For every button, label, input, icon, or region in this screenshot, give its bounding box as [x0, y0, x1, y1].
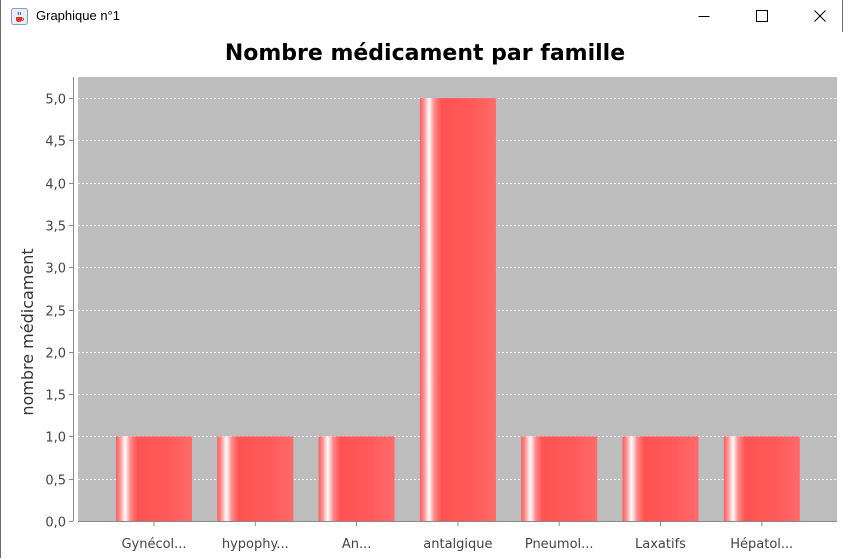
y-axis-ticks: 0,0 0,5 1,0 1,5 2,0 2,5 3,0 3,5 4,0 4,5 5,0: [45, 93, 73, 531]
bars: [116, 98, 800, 521]
y-tick-label: 3,0: [45, 262, 66, 277]
chart-panel: Nombre médicament par famille nombre méd…: [1, 32, 843, 558]
x-tick-label: Laxatifs: [635, 537, 686, 552]
bar: [723, 436, 800, 521]
y-tick-label: 3,5: [45, 220, 66, 235]
minimize-icon: [698, 16, 710, 17]
bar: [521, 436, 598, 521]
y-tick-label: 4,0: [45, 178, 66, 193]
y-tick-label: 0,5: [45, 474, 66, 489]
close-icon: [814, 10, 826, 22]
y-tick-label: 2,5: [45, 305, 66, 320]
y-tick-label: 1,5: [45, 389, 66, 404]
bar-chart: Nombre médicament par famille nombre méd…: [18, 41, 837, 552]
x-tick-label: Pneumol...: [525, 537, 594, 552]
title-bar[interactable]: Graphique n°1: [1, 0, 842, 32]
y-axis-label: nombre médicament: [18, 248, 37, 415]
java-coffee-cup-icon: [11, 8, 28, 25]
chart-title: Nombre médicament par famille: [225, 41, 625, 66]
x-tick-label: hypophy...: [222, 537, 289, 552]
gridlines: [78, 98, 837, 480]
y-tick-label: 5,0: [45, 93, 66, 108]
window-title: Graphique n°1: [36, 8, 120, 23]
y-tick-label: 0,0: [45, 516, 66, 531]
x-axis-ticks: Gynécol... hypophy... An... antalgique Pneum…: [121, 522, 793, 552]
y-tick-label: 4,5: [45, 135, 66, 150]
x-tick-label: Hépatol...: [730, 537, 793, 552]
x-tick-label: antalgique: [423, 537, 492, 552]
minimize-button[interactable]: [675, 0, 733, 32]
maximize-button[interactable]: [733, 0, 791, 32]
x-tick-label: An...: [342, 537, 372, 552]
bar: [419, 98, 496, 521]
maximize-icon: [756, 10, 768, 22]
bar: [622, 436, 699, 521]
bar: [217, 436, 294, 521]
close-button[interactable]: [791, 0, 844, 32]
y-tick-label: 2,0: [45, 347, 66, 362]
bar: [318, 436, 395, 521]
bar: [116, 436, 192, 521]
y-tick-label: 1,0: [45, 431, 66, 446]
x-tick-label: Gynécol...: [121, 537, 186, 552]
